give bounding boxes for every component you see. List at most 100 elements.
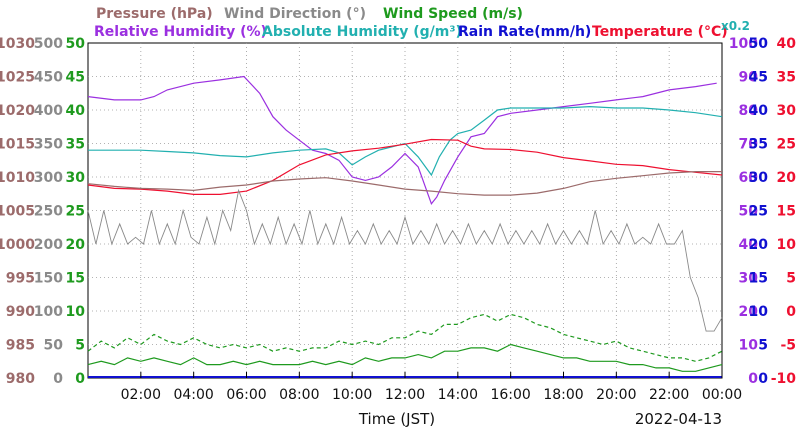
series-line-5 — [87, 313, 723, 362]
x-tick-label: 12:00 — [385, 387, 425, 403]
right-tick-rain_rate: 50 — [749, 36, 769, 52]
right-tick-temperature: 20 — [777, 170, 797, 186]
right-tick-rain_rate: 40 — [749, 103, 769, 119]
x-tick-label: 20:00 — [596, 387, 636, 403]
series-line-2 — [87, 138, 723, 195]
x-tick-label: 02:00 — [121, 387, 161, 403]
series-line-0 — [87, 75, 717, 206]
right-tick-rain_rate: 30 — [749, 170, 769, 186]
right-tick-rain_rate: 20 — [749, 237, 769, 253]
right-tick-temperature: 40 — [777, 36, 797, 52]
right-tick-temperature: 25 — [777, 137, 796, 153]
left-tick-wind_speed: 35 — [66, 137, 85, 153]
left-tick-pressure: 995 — [6, 271, 35, 287]
series-line-3 — [87, 171, 722, 196]
left-tick-pressure: 980 — [6, 371, 35, 387]
right-tick-temperature: -10 — [771, 371, 797, 387]
left-tick-wind_speed: 5 — [75, 338, 85, 354]
x-tick-label: 16:00 — [490, 387, 530, 403]
left-tick-wind_direction: 450 — [34, 70, 63, 86]
x-tick-label: 08:00 — [279, 387, 319, 403]
right-tick-rain_rate: 35 — [749, 137, 768, 153]
series-line-1 — [88, 105, 723, 177]
right-tick-rain_rate: 45 — [749, 70, 768, 86]
right-tick-humidity: 100 — [729, 36, 758, 52]
right-tick-temperature: 5 — [786, 271, 796, 287]
right-tick-rain_rate: 10 — [749, 304, 769, 320]
left-tick-wind_speed: 25 — [66, 204, 85, 220]
left-tick-pressure: 1015 — [0, 137, 35, 153]
legend-absolute-humidity-title: Absolute Humidity (g/m³) — [262, 24, 462, 40]
right-tick-rain_rate: 0 — [758, 371, 768, 387]
date-label: 2022-04-13 — [635, 410, 722, 428]
right-tick-humidity: 90 — [739, 70, 759, 86]
left-tick-wind_speed: 50 — [66, 36, 86, 52]
left-tick-wind_speed: 10 — [66, 304, 86, 320]
right-tick-humidity: 40 — [739, 237, 759, 253]
left-tick-pressure: 1030 — [0, 36, 35, 52]
left-tick-pressure: 1010 — [0, 170, 35, 186]
right-tick-humidity: 50 — [739, 204, 759, 220]
left-tick-wind_direction: 200 — [34, 237, 63, 253]
x-tick-label: 06:00 — [226, 387, 266, 403]
right-tick-temperature: 15 — [777, 204, 796, 220]
right-tick-rain_rate: 5 — [758, 338, 768, 354]
left-tick-wind_direction: 100 — [34, 304, 63, 320]
left-tick-pressure: 985 — [6, 338, 35, 354]
left-tick-wind_direction: 50 — [44, 338, 64, 354]
left-tick-wind_direction: 500 — [34, 36, 63, 52]
left-tick-wind_direction: 250 — [34, 204, 63, 220]
header-row2: Relative Humidity (%) Absolute Humidity … — [94, 19, 750, 40]
right-tick-humidity: 70 — [739, 137, 759, 153]
x-axis-label: Time (JST) — [358, 410, 435, 428]
x-tick-label: 04:00 — [173, 387, 213, 403]
right-tick-temperature: 35 — [777, 70, 796, 86]
left-tick-wind_direction: 350 — [34, 137, 63, 153]
left-tick-wind_speed: 30 — [66, 170, 86, 186]
grid — [88, 43, 722, 378]
right-tick-temperature: 10 — [777, 237, 797, 253]
x-tick-label: 10:00 — [332, 387, 372, 403]
left-tick-pressure: 1005 — [0, 204, 35, 220]
left-tick-wind_speed: 0 — [75, 371, 85, 387]
right-tick-humidity: 30 — [739, 271, 759, 287]
left-tick-wind_direction: 150 — [34, 271, 63, 287]
right-tick-temperature: 0 — [786, 304, 796, 320]
legend-rain-rate-title: Rain Rate(mm/h) — [458, 24, 591, 40]
legend-pressure-title: Pressure (hPa) — [96, 6, 213, 22]
series-line-6 — [87, 343, 723, 372]
left-tick-pressure: 1020 — [0, 103, 35, 119]
x-tick-label: 18:00 — [543, 387, 583, 403]
right-tick-rain_rate: 25 — [749, 204, 768, 220]
right-tick-humidity: 0 — [748, 371, 758, 387]
left-tick-pressure: 1025 — [0, 70, 35, 86]
x-tick-label: 14:00 — [438, 387, 478, 403]
right-axes: 1009080706050403020100504540353025201510… — [729, 36, 796, 387]
left-tick-wind_direction: 400 — [34, 103, 63, 119]
series-line-4 — [87, 188, 723, 332]
left-tick-pressure: 1000 — [0, 237, 35, 253]
legend-relative-humidity-title: Relative Humidity (%) — [94, 24, 267, 40]
left-tick-wind_speed: 40 — [66, 103, 86, 119]
left-tick-wind_direction: 0 — [53, 371, 63, 387]
right-tick-humidity: 60 — [739, 170, 759, 186]
legend-temperature-title: Temperature (°C) — [592, 24, 728, 40]
right-tick-humidity: 20 — [739, 304, 759, 320]
left-tick-wind_speed: 45 — [66, 70, 85, 86]
legend-x02-note: x0.2 — [721, 19, 750, 33]
x-tick-label: 22:00 — [649, 387, 689, 403]
left-tick-wind_direction: 300 — [34, 170, 63, 186]
x-axis-ticks: 02:00 04:00 06:00 08:00 10:00 12:00 14:00 16:00… — [121, 372, 742, 403]
right-tick-rain_rate: 15 — [749, 271, 768, 287]
left-tick-wind_speed: 15 — [66, 271, 85, 287]
left-axes: 1030102510201015101010051000995990985980… — [0, 36, 85, 387]
right-tick-humidity: 10 — [739, 338, 759, 354]
header-row1: Pressure (hPa) Wind Direction (°) Wind S… — [96, 6, 523, 22]
legend-wind-speed-title: Wind Speed (m/s) — [383, 6, 523, 22]
left-tick-wind_speed: 20 — [66, 237, 86, 253]
legend-wind-direction-title: Wind Direction (°) — [224, 6, 366, 22]
x-tick-label: 00:00 — [702, 387, 742, 403]
right-tick-temperature: -5 — [780, 338, 796, 354]
right-tick-humidity: 80 — [739, 103, 759, 119]
